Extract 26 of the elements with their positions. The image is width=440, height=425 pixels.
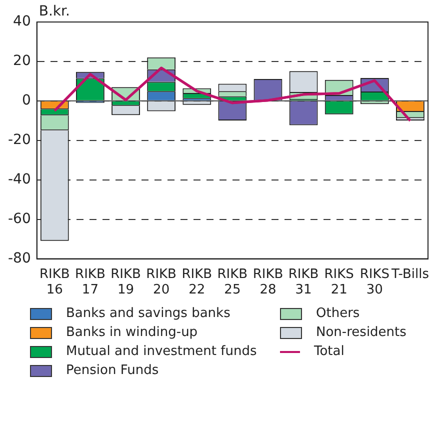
legend-label: Others <box>316 306 360 321</box>
y-tick-label: -40 <box>8 172 31 188</box>
y-tick-label: 20 <box>13 53 31 70</box>
y-tick-label: -60 <box>8 210 31 227</box>
legend-label: Banks and savings banks <box>66 306 230 321</box>
x-tick-label: RIKB 17 <box>75 266 106 298</box>
legend-label: Non-residents <box>316 325 406 340</box>
y-tick-label: -80 <box>8 250 31 266</box>
y-tick-label: 40 <box>13 14 31 30</box>
x-tick-label: RIKB 19 <box>110 266 141 298</box>
x-tick-label: RIKS 30 <box>360 266 390 298</box>
legend-label: Mutual and investment funds <box>66 344 257 359</box>
x-tick-label: RIKB 31 <box>288 266 319 298</box>
x-tick-label: RIKB 28 <box>252 266 284 298</box>
x-tick-label: RIKB 16 <box>39 266 70 298</box>
legend-label: Total <box>314 344 344 359</box>
y-axis-title: B.kr. <box>38 4 70 20</box>
y-tick-label: 0 <box>22 92 31 109</box>
legend-label: Pension Funds <box>66 363 159 378</box>
x-tick-label: RIKB 20 <box>146 266 176 298</box>
x-tick-label: T-Bills <box>390 266 430 282</box>
x-tick-label: RIKB 25 <box>217 266 248 298</box>
y-tick-label: -20 <box>8 132 31 148</box>
x-tick-label: RIKB 22 <box>182 266 212 298</box>
legend-label: Banks in winding-up <box>66 325 198 340</box>
x-tick-label: RIKS 21 <box>324 266 354 298</box>
